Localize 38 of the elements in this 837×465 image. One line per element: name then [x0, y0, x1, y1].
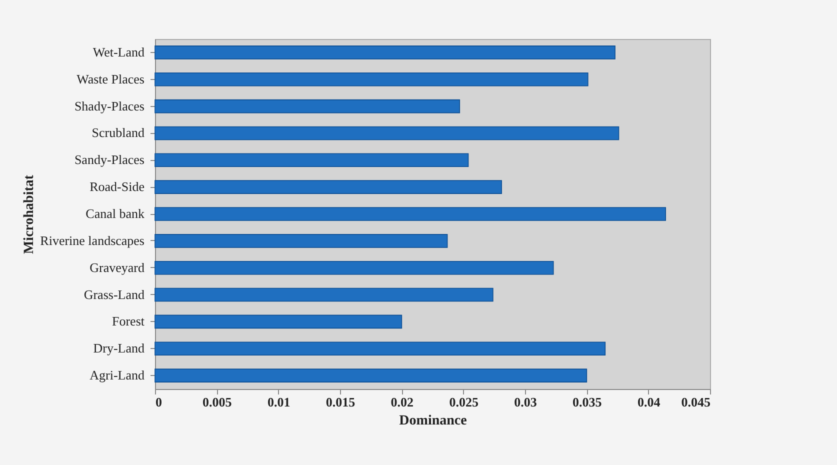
- x-tick-label: 0.01: [267, 394, 290, 410]
- y-tick-label: Scrubland: [92, 125, 145, 140]
- x-tick-label: 0.025: [449, 394, 479, 410]
- bar: [154, 99, 460, 114]
- y-tick-label: Shady-Places: [74, 98, 144, 114]
- x-tick-label: 0.005: [202, 394, 232, 410]
- bar: [154, 72, 588, 86]
- y-tick-label: Forest: [112, 314, 145, 329]
- y-tick-label: Road-Side: [90, 179, 145, 194]
- bar: [154, 126, 620, 140]
- x-tick-label: 0.035: [572, 394, 602, 410]
- bar: [154, 288, 494, 302]
- y-tick-label: Agri-Land: [90, 368, 145, 383]
- bar: [154, 260, 554, 275]
- x-tick-label: 0.02: [390, 394, 414, 410]
- bar: [154, 180, 502, 194]
- y-tick-label: Grass-Land: [84, 286, 145, 302]
- y-axis-title: Microhabitat: [22, 174, 38, 254]
- bar: [154, 153, 469, 168]
- y-tick-label: Canal bank: [86, 206, 145, 221]
- bar: [154, 342, 606, 356]
- y-tick-label: Wet-Land: [92, 44, 145, 60]
- y-tick-label: Graveyard: [90, 260, 145, 275]
- x-tick-label: 0.045: [681, 394, 711, 410]
- bar: [154, 234, 448, 248]
- y-tick-label: Sandy-Places: [74, 152, 144, 168]
- bar: [154, 314, 402, 329]
- x-axis-title: Dominance: [399, 414, 467, 428]
- x-tick-label: 0: [156, 394, 162, 410]
- y-tick-label: Dry-Land: [93, 340, 145, 356]
- bar: [154, 46, 616, 60]
- y-tick-label: Waste Places: [76, 71, 144, 86]
- y-tick-label: Riverine landscapes: [40, 232, 144, 248]
- x-tick-label: 0.04: [637, 394, 661, 410]
- x-tick-label: 0.015: [326, 394, 356, 410]
- bar: [154, 368, 588, 382]
- x-tick-label: 0.03: [514, 394, 538, 410]
- bar: [154, 207, 666, 221]
